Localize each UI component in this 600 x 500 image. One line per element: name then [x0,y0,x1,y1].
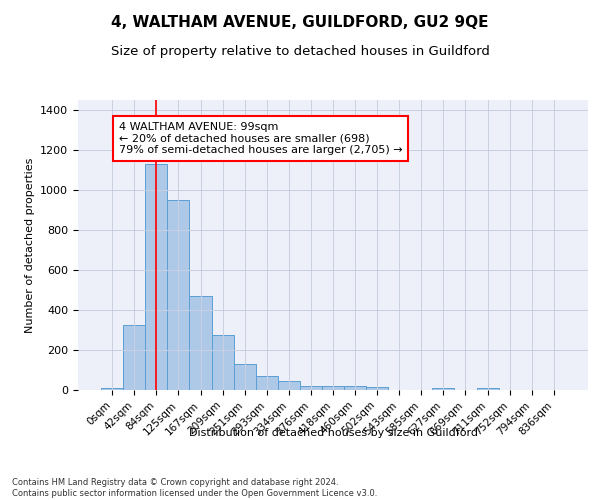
Bar [123,325,145,390]
Bar [476,388,499,390]
Text: Size of property relative to detached houses in Guildford: Size of property relative to detached ho… [110,45,490,58]
Bar [322,386,344,390]
Bar [145,164,167,390]
Bar [101,388,123,390]
Bar [190,296,212,390]
Text: Distribution of detached houses by size in Guildford: Distribution of detached houses by size … [188,428,478,438]
Bar [433,388,454,390]
Text: 4 WALTHAM AVENUE: 99sqm
← 20% of detached houses are smaller (698)
79% of semi-d: 4 WALTHAM AVENUE: 99sqm ← 20% of detache… [119,122,403,155]
Bar [233,364,256,390]
Bar [256,376,278,390]
Bar [366,387,388,390]
Bar [212,335,233,390]
Bar [167,200,190,390]
Text: 4, WALTHAM AVENUE, GUILDFORD, GU2 9QE: 4, WALTHAM AVENUE, GUILDFORD, GU2 9QE [111,15,489,30]
Bar [300,386,322,390]
Bar [344,386,366,390]
Text: Contains HM Land Registry data © Crown copyright and database right 2024.
Contai: Contains HM Land Registry data © Crown c… [12,478,377,498]
Y-axis label: Number of detached properties: Number of detached properties [25,158,35,332]
Bar [278,381,300,390]
